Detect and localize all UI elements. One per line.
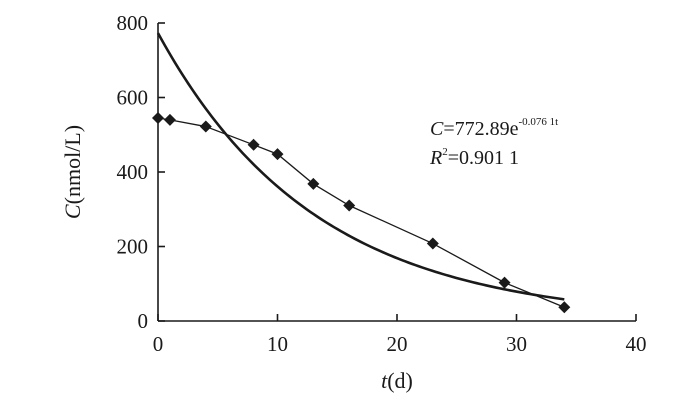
- x-axis-title-unit: (d): [387, 368, 413, 393]
- x-tick-label: 20: [387, 332, 408, 356]
- y-tick-label: 800: [117, 11, 149, 35]
- equation-body: =772.89e: [443, 118, 518, 140]
- data-point-diamond: [199, 120, 212, 133]
- data-point-diamond: [163, 113, 176, 126]
- y-tick-label: 600: [117, 86, 149, 110]
- r-squared-superscript: 2: [442, 146, 448, 158]
- y-axis-title-unit: (nmol/L): [60, 125, 85, 204]
- data-point-diamond: [152, 111, 164, 124]
- tick-labels: 0 200 400 600 800 0 10 20 30 40: [117, 11, 647, 356]
- y-tick-label: 400: [117, 160, 149, 184]
- equation-lhs: C: [430, 118, 444, 140]
- data-point-diamond: [498, 276, 511, 289]
- y-tick-label: 0: [138, 309, 149, 333]
- observed-points: [152, 111, 571, 314]
- data-point-diamond: [307, 177, 320, 190]
- y-axis-title: C(nmol/L): [60, 125, 85, 219]
- data-point-diamond: [271, 148, 284, 161]
- data-point-diamond: [247, 138, 260, 151]
- observed-series-line: [157, 117, 565, 308]
- data-point-diamond: [343, 199, 356, 212]
- axes: [157, 23, 636, 322]
- y-axis-title-symbol: C: [60, 204, 85, 219]
- x-axis-title: t(d): [381, 368, 413, 393]
- ticks: [157, 22, 637, 322]
- r-squared-value: =0.901 1: [448, 147, 519, 169]
- x-tick-label: 40: [626, 332, 647, 356]
- data-point-diamond: [558, 301, 571, 314]
- x-tick-label: 30: [506, 332, 527, 356]
- r-squared: R2=0.901 1: [429, 146, 519, 169]
- r-squared-symbol: R: [429, 147, 442, 169]
- y-tick-label: 200: [117, 235, 149, 259]
- x-tick-label: 0: [153, 332, 164, 356]
- data-point-diamond: [426, 237, 439, 250]
- fit-equation: C=772.89e-0.076 1t: [430, 116, 558, 140]
- x-tick-label: 10: [267, 332, 288, 356]
- equation-exponent: -0.076 1t: [519, 116, 559, 128]
- x-axis-title-symbol: t: [381, 368, 388, 393]
